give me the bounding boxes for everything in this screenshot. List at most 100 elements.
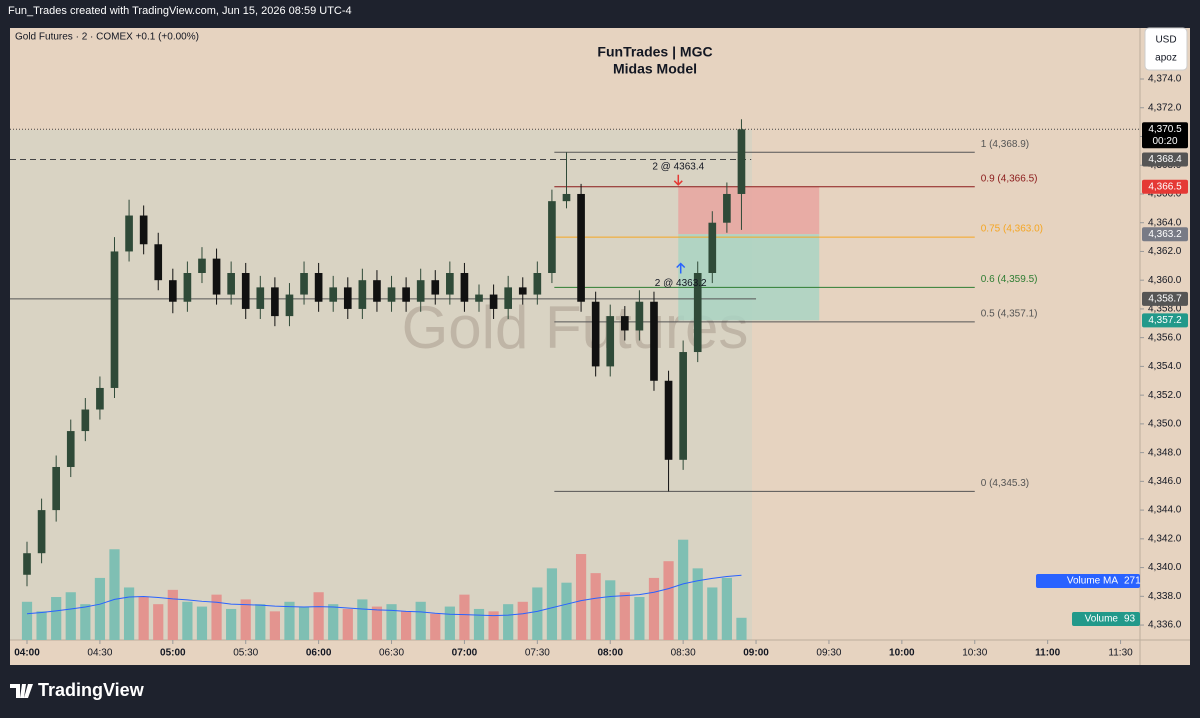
volume-bar (284, 601, 295, 640)
volume-bar (51, 597, 62, 640)
x-tick-label: 10:30 (962, 648, 987, 659)
volume-bar (546, 568, 558, 640)
legend-value: 93 (1124, 614, 1136, 625)
fib-label: 0 (4,345.3) (981, 478, 1029, 489)
volume-bar (605, 580, 616, 640)
target-zone (678, 234, 820, 321)
volume-bar (430, 613, 441, 640)
price-label: 4,370.5 (1148, 124, 1182, 135)
candle-body (737, 129, 746, 194)
candle-body (460, 273, 469, 302)
volume-bar (167, 589, 178, 640)
volume-bar (298, 606, 310, 640)
volume-bar (196, 606, 208, 640)
candle-body (227, 273, 235, 295)
currency-box[interactable] (1144, 27, 1188, 71)
candle-body (446, 273, 454, 295)
volume-bar (36, 611, 47, 640)
volume-bar (721, 577, 732, 640)
volume-bar (692, 568, 703, 640)
volume-bar (123, 587, 135, 640)
y-tick-label: 4,340.0 (1148, 562, 1182, 573)
x-tick-label: 07:00 (452, 648, 478, 659)
x-tick-label: 11:30 (1108, 648, 1133, 659)
candle-body (256, 287, 265, 309)
volume-bar (663, 561, 674, 640)
candle-body (96, 387, 104, 410)
chart-title: FunTrades | MGC (597, 44, 712, 60)
candle-body (504, 287, 512, 309)
volume-bar (517, 601, 528, 640)
price-label: 4,366.5 (1148, 181, 1182, 192)
candle-body (358, 280, 367, 309)
volume-bar (634, 597, 645, 640)
credit: Fun_Trades created with TradingView.com,… (8, 5, 352, 17)
volume-bar (401, 611, 412, 640)
volume-bar (707, 587, 718, 640)
fib-label: 0.9 (4,366.5) (981, 173, 1038, 184)
volume-bar (357, 599, 368, 640)
volume-bar (459, 594, 470, 640)
price-label: 4,363.2 (1148, 229, 1182, 240)
candle-body (81, 409, 90, 432)
candle-body (518, 287, 527, 295)
volume-bar (342, 608, 353, 640)
candle-body (168, 280, 177, 302)
y-tick-label: 4,342.0 (1148, 533, 1182, 544)
volume-bar (182, 601, 193, 640)
x-tick-label: 08:00 (597, 648, 623, 659)
volume-bar (153, 604, 164, 640)
volume-bar (415, 601, 426, 640)
volume-bar (561, 582, 572, 640)
y-tick-label: 4,366.0 (1148, 189, 1182, 200)
y-tick-label: 4,352.0 (1148, 390, 1182, 401)
candle-body (416, 280, 425, 302)
session-shade (10, 130, 752, 640)
candle-body (343, 287, 352, 309)
volume-bar (532, 587, 543, 640)
candle-body (402, 287, 410, 302)
volume-bar (138, 597, 149, 640)
x-tick-label: 05:30 (233, 648, 258, 659)
price-label-box (1142, 179, 1188, 194)
price-label: 4,358.7 (1148, 294, 1182, 305)
volume-bar (575, 554, 587, 640)
candle-body (285, 294, 294, 317)
y-tick-label: 4,344.0 (1148, 505, 1182, 516)
candle-body (562, 193, 571, 202)
candle-body (708, 222, 717, 274)
x-tick-label: 07:30 (525, 648, 550, 659)
price-label-box (1142, 291, 1188, 306)
candle-body (373, 280, 381, 302)
volume-bar (226, 608, 237, 640)
candle-body (198, 258, 206, 274)
candle-body (431, 280, 440, 295)
price-label-box (1142, 313, 1188, 328)
candle-body (125, 215, 133, 252)
volume-bar (65, 592, 76, 640)
stop-zone (678, 186, 820, 235)
volume-bar (109, 549, 120, 640)
volume-bar (21, 601, 33, 640)
y-tick-label: 4,358.0 (1148, 304, 1182, 315)
y-tick-label: 4,360.0 (1148, 275, 1182, 286)
candle-body (154, 244, 163, 281)
y-tick-label: 4,346.0 (1148, 476, 1182, 487)
price-label: 4,368.4 (1148, 154, 1182, 165)
y-tick-label: 4,336.0 (1148, 620, 1182, 631)
candle-body (387, 287, 396, 302)
volume-bar (328, 604, 339, 640)
fib-label: 0.75 (4,363.0) (981, 224, 1043, 235)
candle-body (475, 294, 483, 302)
volume-ma-line (26, 574, 742, 617)
candle-body (679, 352, 687, 460)
volume-bar (619, 592, 630, 640)
candle-body (212, 258, 221, 295)
candle-body (37, 510, 46, 554)
brand-logo (10, 684, 33, 698)
candle-body (23, 553, 31, 575)
x-tick-label: 11:00 (1035, 648, 1060, 659)
x-tick-label: 04:30 (87, 648, 112, 659)
y-tick-label: 4,362.0 (1148, 246, 1182, 257)
